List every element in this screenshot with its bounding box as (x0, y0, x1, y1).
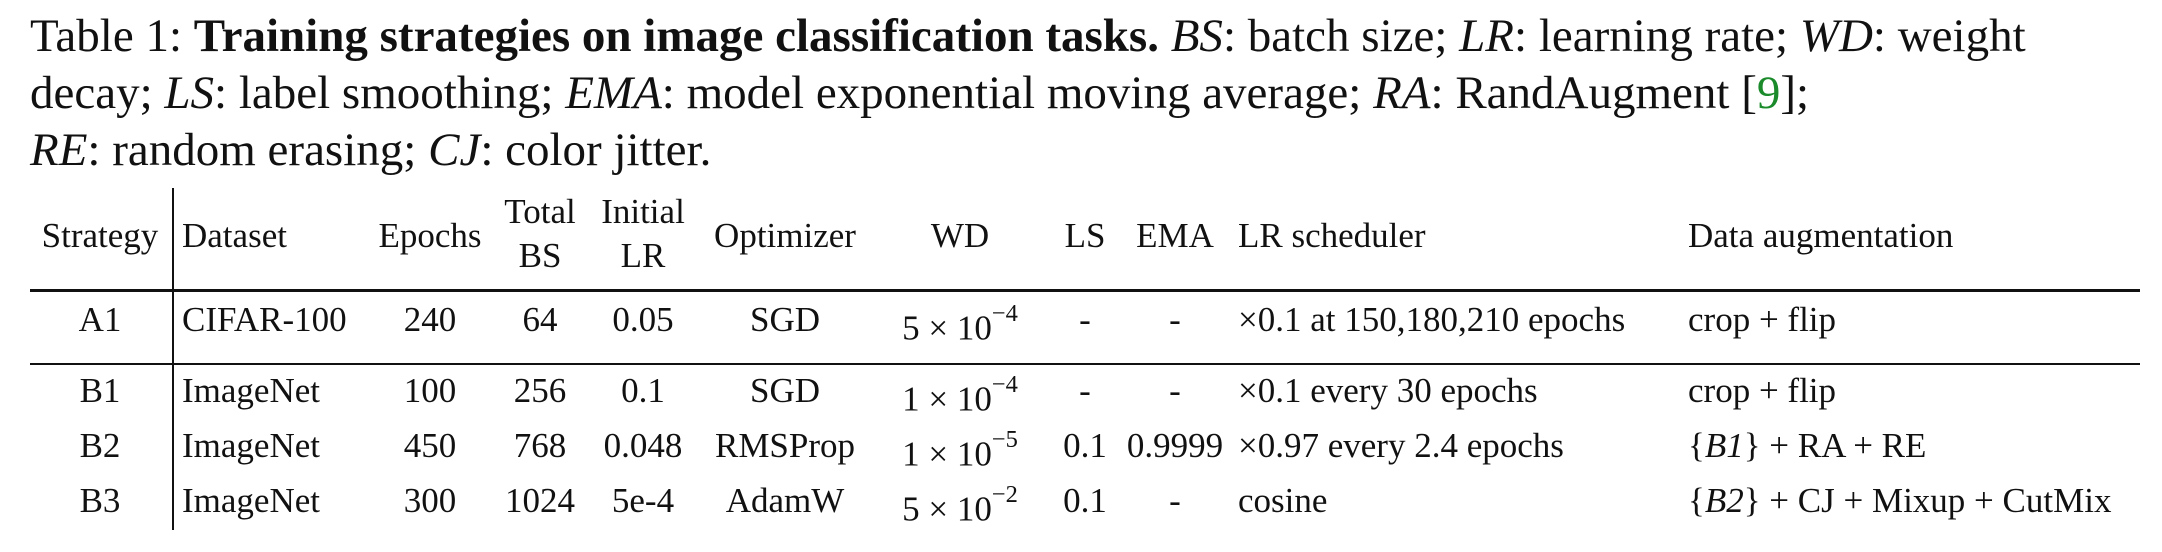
cell-epochs: 450 (403, 426, 457, 465)
caption-ref-open: [ (1741, 67, 1757, 119)
caption-ref-close: ]; (1780, 67, 1810, 119)
caption-def-re: : random erasing; (87, 124, 429, 176)
cell-aug-rest: + CJ + Mixup + CutMix (1760, 481, 2112, 520)
cell-dataset: ImageNet (182, 481, 320, 520)
training-strategies-table: Strategy Dataset Epochs Total BS Initial… (30, 188, 2140, 530)
header-rule (30, 289, 2140, 292)
caption-def-wd: : weight decay; (30, 10, 2026, 119)
cell-epochs: 240 (403, 300, 457, 339)
caption-def-cj: : color jitter. (480, 124, 712, 176)
cell-optimizer: AdamW (725, 481, 845, 520)
cell-wd: 5 × 10−2 (870, 481, 1050, 529)
cell-optimizer: SGD (749, 300, 821, 339)
cell-ema: 0.9999 (1126, 426, 1224, 465)
cell-total-bs: 256 (513, 371, 567, 410)
caption-title: Training strategies on image classificat… (193, 10, 1159, 62)
cell-initial-lr: 5e-4 (611, 481, 675, 520)
caption-def-lr: : learning rate; (1514, 10, 1800, 62)
caption-abbr-ema: EMA (565, 67, 662, 119)
caption-abbr-re: RE (30, 124, 88, 176)
cell-data-augmentation: crop + flip (1688, 300, 1837, 339)
cell-epochs: 300 (403, 481, 457, 520)
cell-strategy: B2 (79, 426, 121, 465)
header-initial-lr-line1: Initial (601, 192, 685, 231)
header-ls: LS (1064, 216, 1106, 255)
caption-def-ra: : RandAugment (1430, 67, 1742, 119)
cell-wd: 1 × 10−5 (870, 426, 1050, 474)
header-wd: WD (930, 216, 990, 255)
cell-strategy: B1 (79, 371, 121, 410)
cell-ls: 0.1 (1063, 481, 1107, 520)
cell-wd-exponent: −4 (991, 300, 1018, 327)
cell-lr-scheduler: ×0.97 every 2.4 epochs (1238, 426, 1564, 465)
cell-dataset: CIFAR-100 (182, 300, 347, 339)
cell-total-bs: 64 (522, 300, 558, 339)
cell-ls: - (1079, 300, 1091, 339)
caption-abbr-ls: LS (164, 67, 215, 119)
header-total-bs-line2: BS (518, 236, 562, 275)
table-caption: Table 1: Training strategies on image cl… (30, 8, 2140, 179)
cell-total-bs: 768 (513, 426, 567, 465)
cell-initial-lr: 0.1 (621, 371, 665, 410)
cell-optimizer: RMSProp (714, 426, 856, 465)
cell-data-augmentation: {B2} + CJ + Mixup + CutMix (1688, 481, 2112, 520)
cell-initial-lr: 0.05 (612, 300, 674, 339)
header-initial-lr: Initial LR (588, 190, 698, 278)
header-lr-scheduler: LR scheduler (1238, 216, 1426, 255)
header-strategy: Strategy (41, 216, 159, 255)
header-ema: EMA (1136, 216, 1214, 255)
header-epochs: Epochs (378, 216, 482, 255)
cell-wd-exponent: −5 (991, 426, 1018, 453)
section-rule (30, 363, 2140, 365)
cell-wd-base: 1 × 10 (902, 434, 992, 474)
cell-epochs: 100 (403, 371, 457, 410)
cell-dataset: ImageNet (182, 426, 320, 465)
cell-strategy: A1 (78, 300, 122, 339)
cell-ema: - (1169, 300, 1181, 339)
cell-lr-scheduler: cosine (1238, 481, 1328, 520)
caption-def-bs: : batch size; (1222, 10, 1460, 62)
cell-dataset: ImageNet (182, 371, 320, 410)
header-total-bs-line1: Total (504, 192, 576, 231)
cell-initial-lr: 0.048 (603, 426, 683, 465)
header-data-augmentation: Data augmentation (1688, 216, 1954, 255)
cell-aug-ref: B1 (1704, 426, 1744, 465)
cell-ls: - (1079, 371, 1091, 410)
cell-optimizer: SGD (749, 371, 821, 410)
cell-strategy: B3 (79, 481, 121, 520)
cell-data-augmentation: {B1} + RA + RE (1688, 426, 1927, 465)
cell-aug-rest: + RA + RE (1760, 426, 1927, 465)
cell-ema: - (1169, 371, 1181, 410)
caption-abbr-cj: CJ (428, 124, 481, 176)
header-dataset: Dataset (182, 216, 287, 255)
header-initial-lr-line2: LR (620, 236, 666, 275)
caption-def-ls: : label smoothing; (214, 67, 566, 119)
cell-wd: 1 × 10−4 (870, 371, 1050, 419)
cell-ema: - (1169, 481, 1181, 520)
cell-wd-exponent: −2 (991, 481, 1018, 508)
cell-lr-scheduler: ×0.1 every 30 epochs (1238, 371, 1538, 410)
cell-data-augmentation: crop + flip (1688, 371, 1837, 410)
cell-wd-base: 1 × 10 (902, 379, 992, 419)
caption-abbr-bs: BS (1170, 10, 1223, 62)
header-optimizer: Optimizer (714, 216, 856, 255)
cell-aug-ref: B2 (1704, 481, 1744, 520)
caption-abbr-wd: WD (1799, 10, 1873, 62)
cell-lr-scheduler: ×0.1 at 150,180,210 epochs (1238, 300, 1626, 339)
cell-ls: 0.1 (1063, 426, 1107, 465)
cell-total-bs: 1024 (505, 481, 575, 520)
header-total-bs: Total BS (500, 190, 580, 278)
cell-wd-base: 5 × 10 (902, 308, 992, 348)
citation-link[interactable]: 9 (1756, 67, 1781, 119)
caption-abbr-ra: RA (1373, 67, 1431, 119)
cell-wd: 5 × 10−4 (870, 300, 1050, 348)
cell-wd-exponent: −4 (991, 371, 1018, 398)
cell-wd-base: 5 × 10 (902, 489, 992, 529)
caption-label: Table 1: (30, 10, 183, 62)
caption-def-ema: : model exponential moving average; (661, 67, 1374, 119)
column-divider (172, 188, 174, 530)
caption-abbr-lr: LR (1459, 10, 1515, 62)
